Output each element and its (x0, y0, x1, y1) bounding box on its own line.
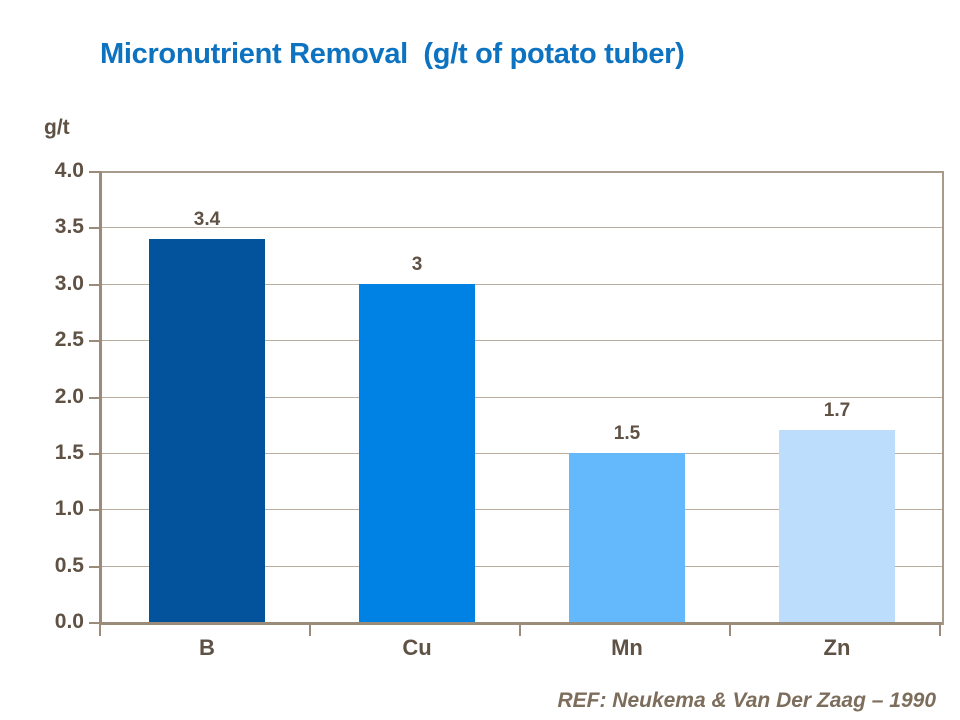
category-label: B (199, 635, 215, 660)
y-tick-label: 0.5 (54, 553, 84, 577)
x-tick (99, 622, 101, 636)
y-tick-label: 0.0 (54, 610, 84, 633)
category-label: Cu (402, 635, 432, 660)
x-tick (939, 622, 941, 636)
y-tick (89, 396, 102, 399)
axis-x (99, 622, 944, 625)
gridline (102, 452, 942, 454)
y-tick (89, 622, 102, 624)
x-tick (729, 622, 731, 636)
bar-value-label: 1.7 (823, 400, 851, 421)
page-title: Micronutrient Removal (g/t of potato tub… (100, 38, 685, 70)
y-tick (89, 565, 102, 568)
gridline (102, 340, 942, 342)
plot-right-border (942, 171, 944, 625)
axis-y (99, 171, 102, 625)
y-tick (89, 283, 102, 286)
bar-value-label: 1.5 (613, 423, 641, 444)
y-tick (89, 171, 102, 173)
bar-value-label: 3 (411, 254, 423, 275)
y-tick-label: 2.0 (54, 384, 84, 408)
gridline (102, 227, 942, 229)
bar-Cu (359, 284, 475, 622)
gridline (102, 509, 942, 511)
y-tick (89, 509, 102, 512)
bar-B (149, 239, 265, 622)
y-tick (89, 227, 102, 230)
bar-Zn (779, 430, 895, 622)
y-tick (89, 340, 102, 343)
y-tick (89, 452, 102, 455)
category-label: Zn (823, 635, 851, 660)
gridline (102, 171, 942, 173)
gridline (102, 565, 942, 567)
y-tick-label: 2.5 (54, 328, 84, 352)
category-label: Mn (611, 635, 643, 660)
x-tick (309, 622, 311, 636)
bar-Mn (569, 453, 685, 622)
x-tick (519, 622, 521, 636)
y-tick-label: 1.5 (54, 440, 84, 464)
gridline (102, 396, 942, 398)
gridline (102, 283, 942, 285)
y-tick-label: 1.0 (54, 497, 84, 521)
y-tick-label: 4.0 (54, 159, 84, 182)
reference-text: REF: Neukema & Van Der Zaag – 1990 (557, 689, 936, 712)
y-axis-unit-label: g/t (44, 116, 70, 139)
y-tick-label: 3.5 (54, 215, 84, 239)
y-tick-label: 3.0 (54, 271, 84, 295)
bar-value-label: 3.4 (193, 209, 221, 230)
